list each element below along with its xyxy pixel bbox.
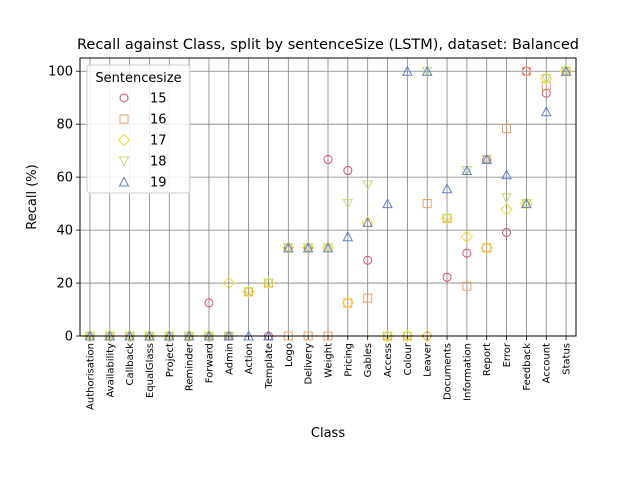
data-point-17 — [460, 230, 474, 243]
data-point-16 — [502, 124, 512, 134]
data-point-17 — [341, 296, 355, 310]
x-tick-label: Error — [502, 342, 513, 367]
data-point-17 — [222, 276, 236, 290]
x-tick-label: Leaver — [423, 342, 434, 377]
legend-label: 15 — [150, 92, 167, 107]
y-tick-label: 0 — [65, 330, 73, 345]
y-tick-label: 80 — [56, 118, 73, 133]
x-tick-label: Callback — [125, 343, 136, 386]
y-tick-label: 40 — [56, 224, 73, 239]
data-point-19 — [540, 106, 552, 117]
legend-label: 19 — [150, 176, 167, 191]
data-point-16 — [363, 293, 373, 303]
data-point-15 — [204, 298, 214, 308]
data-point-15 — [363, 255, 373, 265]
data-point-18 — [263, 278, 274, 289]
data-point-19 — [302, 242, 314, 253]
x-tick-label: Delivery — [304, 343, 315, 385]
x-tick-label: Admin — [224, 343, 235, 375]
data-point-19 — [322, 242, 334, 253]
data-point-19 — [382, 198, 393, 209]
data-point-18 — [243, 287, 254, 298]
data-point-18 — [501, 193, 512, 204]
legend-marker-17 — [117, 133, 131, 147]
data-point-17 — [361, 216, 374, 229]
data-point-15 — [502, 227, 512, 237]
data-point-17 — [480, 241, 493, 255]
data-point-19 — [560, 65, 572, 76]
data-point-19 — [282, 242, 294, 253]
x-tick-label: EqualGlass — [145, 343, 156, 398]
data-point-15 — [343, 166, 353, 176]
data-point-19 — [362, 216, 374, 227]
x-tick-label: Status — [562, 343, 573, 375]
x-axis-label: Class — [311, 426, 345, 441]
data-point-18 — [441, 213, 453, 225]
chart-title: Recall against Class, split by sentenceS… — [77, 37, 579, 53]
x-tick-label: Logo — [284, 343, 295, 367]
data-point-16 — [541, 81, 551, 91]
x-tick-label: Information — [462, 343, 473, 401]
data-point-19 — [521, 198, 532, 209]
data-point-16 — [343, 298, 353, 308]
data-point-19 — [501, 169, 512, 180]
x-tick-label: Feedback — [522, 343, 533, 391]
y-tick-label: 100 — [48, 65, 73, 80]
x-tick-label: Project — [165, 343, 176, 377]
data-point-15 — [462, 248, 472, 258]
x-tick-label: Account — [542, 343, 553, 383]
data-point-16 — [521, 66, 531, 76]
data-point-19 — [441, 183, 453, 194]
data-point-16 — [482, 243, 492, 253]
data-point-16 — [422, 199, 432, 209]
x-tick-label: Forward — [204, 343, 215, 383]
x-tick-label: Pricing — [343, 343, 354, 377]
legend-marker-16 — [119, 114, 129, 124]
data-point-15 — [541, 88, 551, 98]
data-point-19 — [461, 164, 473, 176]
y-axis-label: Recall (%) — [25, 164, 40, 229]
axis-ticks: 0 20 40 60 80 100 Authorisation Availability Cal… — [48, 65, 572, 410]
data-point-19 — [342, 231, 354, 242]
data-point-19 — [481, 153, 493, 164]
x-tick-label: Authorisation — [85, 343, 96, 410]
x-tick-label: Report — [482, 343, 493, 376]
legend-label: 18 — [150, 155, 167, 170]
legend-marker-15 — [119, 93, 129, 103]
y-tick-label: 20 — [56, 277, 73, 292]
x-tick-label: Action — [244, 343, 255, 374]
x-tick-label: Availability — [105, 343, 116, 398]
data-point-19 — [421, 65, 433, 76]
legend-marker-18 — [118, 156, 130, 167]
x-tick-label: Access — [383, 343, 394, 377]
x-tick-label: Gables — [363, 343, 374, 377]
data-point-17 — [420, 329, 434, 343]
data-point-16 — [462, 281, 472, 291]
x-tick-label: Template — [264, 343, 275, 390]
legend-label: 17 — [150, 134, 167, 149]
legend-marker-19 — [118, 176, 130, 187]
plot-frame — [79, 57, 577, 337]
data-point-19 — [402, 65, 413, 76]
x-tick-label: Weight — [324, 343, 335, 378]
legend-label: 16 — [150, 113, 167, 128]
x-tick-label: Colour — [403, 342, 414, 375]
legend: Sentencesize 15 16 17 18 19 — [86, 64, 191, 194]
legend-title: Sentencesize — [95, 71, 181, 86]
data-point-17 — [500, 203, 513, 216]
y-tick-label: 60 — [56, 171, 73, 186]
data-point-15 — [323, 154, 333, 164]
data-point-18 — [540, 74, 552, 85]
legend-box — [86, 64, 191, 194]
x-tick-label: Reminder — [185, 342, 196, 391]
data-point-15 — [442, 272, 452, 282]
data-point-18 — [342, 199, 354, 210]
x-tick-label: Documents — [443, 343, 454, 400]
data-point-18 — [362, 180, 374, 191]
